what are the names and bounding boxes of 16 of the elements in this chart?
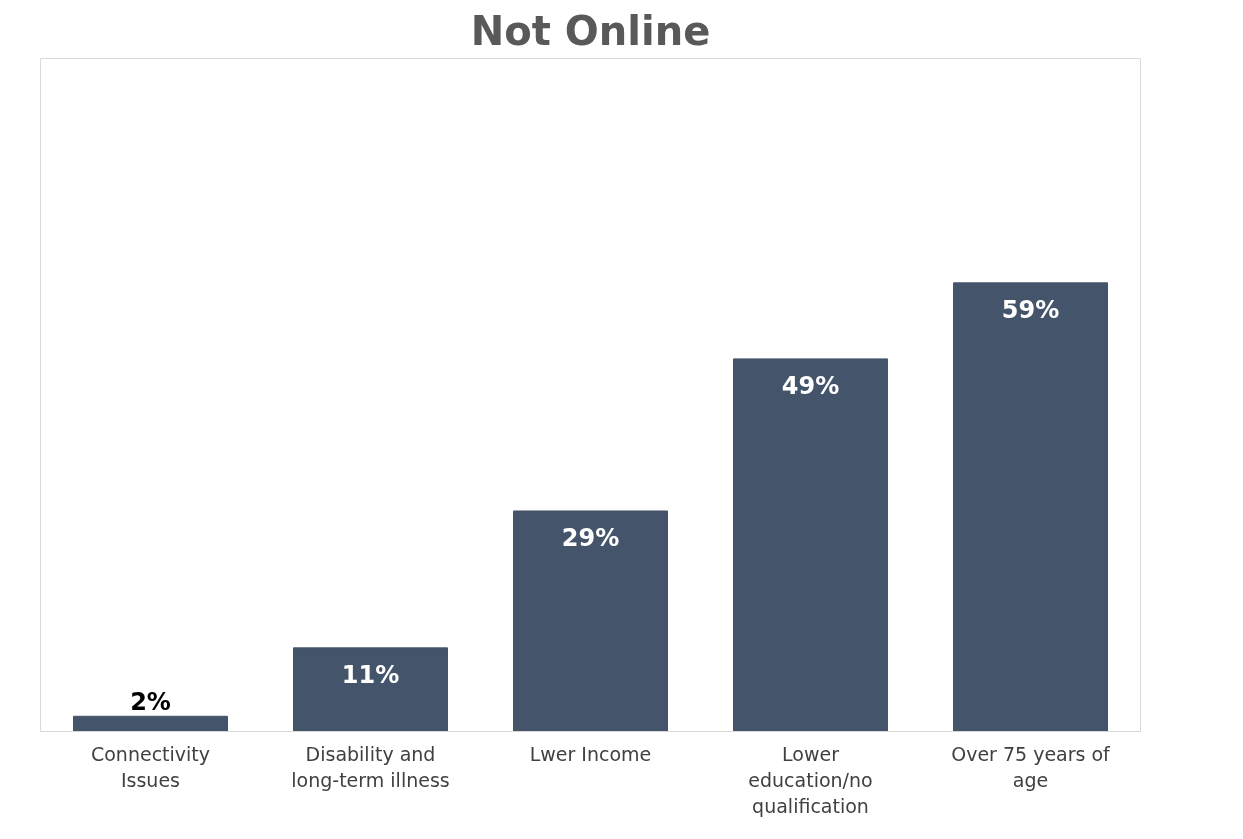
bar bbox=[73, 715, 228, 732]
x-tick-label: Lower education/no qualification bbox=[748, 742, 873, 818]
bar bbox=[293, 647, 448, 732]
x-tick-label: Lwer Income bbox=[529, 742, 652, 765]
bar bbox=[733, 358, 888, 732]
chart-title: Not Online bbox=[470, 7, 711, 54]
data-label: 2% bbox=[130, 688, 171, 717]
x-tick-label: Disability and long-term illness bbox=[291, 742, 450, 791]
bar bbox=[513, 510, 668, 732]
data-label: 59% bbox=[1001, 296, 1060, 325]
x-tick-label: Connectivity Issues bbox=[90, 742, 211, 791]
bar bbox=[953, 282, 1108, 732]
data-label: 49% bbox=[781, 372, 840, 401]
x-tick-label: Over 75 years of age bbox=[951, 742, 1112, 791]
data-label: 29% bbox=[561, 524, 620, 553]
data-label: 11% bbox=[341, 661, 400, 690]
